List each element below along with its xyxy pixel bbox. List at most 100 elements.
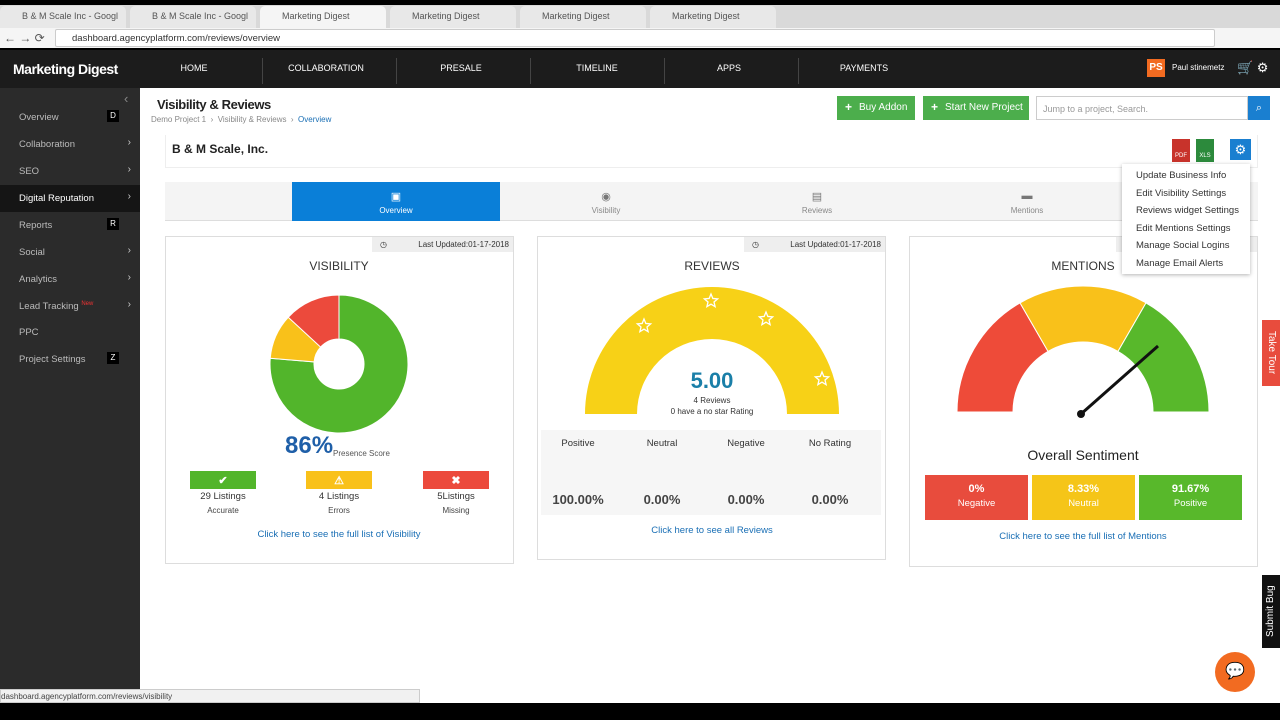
card-title: REVIEWS (684, 259, 740, 273)
sidebar-item[interactable]: Overview D (0, 104, 140, 131)
collapse-icon[interactable]: ‹ (124, 91, 129, 106)
status-button (190, 471, 256, 489)
rating: 5.00 (690, 368, 734, 393)
gauge-star (635, 317, 653, 334)
sidebar-item[interactable]: Reports R (0, 212, 140, 239)
take-tour[interactable]: Take Tour (1262, 320, 1280, 386)
brand[interactable]: Marketing Digest (13, 61, 118, 77)
link[interactable]: Click here to see all Reviews (651, 525, 773, 536)
address-bar[interactable] (55, 29, 1215, 47)
last-updated: ◷ Last Updated:01-17-2018 (744, 237, 885, 252)
badge: D (107, 110, 119, 122)
browser-tab[interactable]: Marketing Digest (520, 6, 646, 28)
breakdown-name: Positive (561, 438, 595, 449)
sidebar-item[interactable]: Lead Tracking New › (19, 299, 131, 313)
status-icon: ✔ (218, 475, 227, 487)
review-count: 4 Reviews (693, 396, 731, 405)
tab-icon: ▤ (811, 191, 823, 203)
button[interactable]: + Buy Addon (837, 96, 915, 120)
text: Last Updated:01-17-2018 (418, 240, 509, 249)
label: Overview (19, 112, 59, 123)
nav-separator (530, 58, 531, 84)
presence-score: 86% (285, 432, 334, 459)
nav-item[interactable]: HOME (180, 63, 208, 73)
breakdown-value: 100.00% (552, 492, 604, 507)
sentiment-box: 91.67% Positive (1139, 475, 1242, 520)
browser-tab[interactable]: B & M Scale Inc - Googl (0, 6, 126, 28)
link[interactable]: Click here to see the full list of Menti… (999, 531, 1167, 542)
link[interactable]: Click here to see the full list of Visib… (257, 529, 421, 540)
breakdown-value: 0.00% (811, 492, 849, 507)
sidebar-item[interactable]: PPC (0, 319, 140, 346)
avatar[interactable]: PS (1147, 59, 1165, 77)
gauge-star (813, 370, 831, 387)
nav-item[interactable]: PAYMENTS (839, 63, 889, 73)
menu-item[interactable]: Reviews widget Settings (1136, 205, 1239, 216)
tab[interactable]: Reviews (801, 206, 833, 215)
tab-icon: ◉ (601, 191, 611, 203)
nav-separator (664, 58, 665, 84)
sentiment-name: Negative (957, 498, 996, 509)
nav-arrows[interactable]: ← → ⟳ (4, 31, 45, 45)
crumb[interactable]: Demo Project 1 (151, 115, 207, 124)
cart-and-settings[interactable]: 🛒 ⚙ (1237, 60, 1269, 75)
sidebar-item[interactable]: Social › (19, 245, 131, 258)
new-tag: New (81, 301, 94, 307)
sidebar-item[interactable]: SEO › (19, 164, 131, 177)
sentiment-title: Overall Sentiment (1027, 447, 1139, 463)
sentiment-name: Positive (1173, 498, 1208, 509)
browser-tab[interactable]: Marketing Digest (260, 6, 386, 28)
label: Analytics (19, 274, 58, 285)
sidebar-item[interactable]: Analytics › (19, 272, 131, 285)
menu-item[interactable]: Update Business Info (1136, 170, 1227, 181)
card-title: VISIBILITY (309, 259, 369, 273)
sentiment-name: Neutral (1068, 498, 1099, 509)
text: Last Updated:01-17-2018 (790, 240, 881, 249)
user-name[interactable]: Paul stinemetz (1172, 63, 1225, 72)
status-url: dashboard.agencyplatform.com/reviews/vis… (0, 689, 420, 703)
nav-item[interactable]: APPS (716, 63, 742, 73)
tab[interactable]: Overview (379, 206, 413, 215)
sidebar-item[interactable]: Project Settings Z (0, 346, 140, 373)
business-name: B & M Scale, Inc. (172, 142, 269, 156)
sentiment-box: 8.33% Neutral (1032, 475, 1135, 520)
pdf-export[interactable]: PDF (1172, 139, 1190, 162)
business-bar (165, 135, 1258, 168)
menu-item[interactable]: Manage Email Alerts (1136, 258, 1224, 269)
tab[interactable]: Visibility (591, 206, 621, 215)
tab[interactable]: Mentions (1010, 206, 1044, 215)
settings-button[interactable]: ⚙ (1230, 139, 1251, 160)
needle-hub (1077, 410, 1085, 418)
listing-status: Errors (328, 506, 350, 515)
sidebar-item[interactable]: Collaboration › (19, 137, 131, 150)
button[interactable]: + Start New Project (923, 96, 1029, 120)
breakdown-name: No Rating (808, 438, 852, 449)
badge: Z (107, 352, 119, 364)
crumb[interactable]: Visibility & Reviews (217, 115, 287, 124)
search-button[interactable]: ⌕ (1248, 96, 1270, 120)
sidebar-item[interactable]: Digital Reputation › (0, 185, 140, 212)
chat-button[interactable]: 💬 (1215, 652, 1255, 692)
nav-item[interactable]: PRESALE (440, 63, 482, 73)
browser-tab[interactable]: B & M Scale Inc - Googl (130, 6, 256, 28)
browser-tab[interactable]: Marketing Digest (390, 6, 516, 28)
no-star-count: 0 have a no star Rating (670, 407, 754, 416)
crumb[interactable]: Overview (298, 115, 332, 124)
menu-item[interactable]: Edit Visibility Settings (1136, 188, 1227, 199)
submit-bug[interactable]: Submit Bug (1262, 575, 1280, 648)
review-breakdown (541, 430, 881, 515)
label: SEO (19, 166, 40, 177)
nav-item[interactable]: TIMELINE (576, 63, 618, 73)
search-input[interactable]: Jump to a project, Search. (1036, 96, 1248, 120)
xls-export[interactable]: XLS (1196, 139, 1214, 162)
menu-item[interactable]: Manage Social Logins (1136, 240, 1230, 251)
sentiment-value: 91.67% (1171, 483, 1210, 495)
browser-tab[interactable]: Marketing Digest (650, 6, 776, 28)
status-button (306, 471, 372, 489)
nav-item[interactable]: COLLABORATION (288, 63, 364, 73)
menu-item[interactable]: Edit Mentions Settings (1136, 223, 1231, 234)
label: Lead Tracking (19, 301, 79, 313)
top-nav (0, 50, 1280, 88)
top-edge (0, 0, 1280, 5)
